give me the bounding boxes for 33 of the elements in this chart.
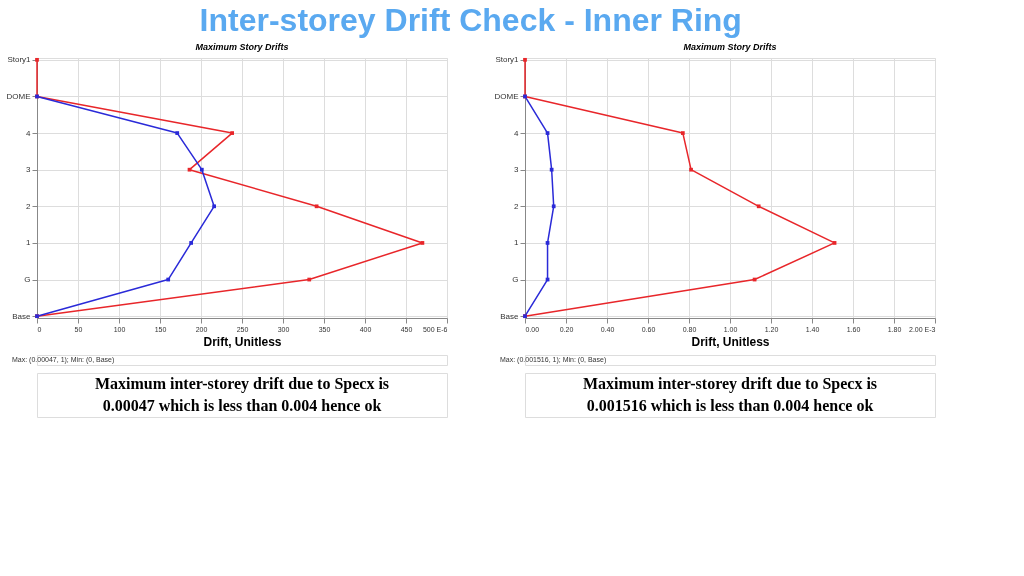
- text: Maximum inter-storey drift due to Specx is 0.00047 which is less than 0.004 hence ok: [94, 375, 390, 414]
- point: [551, 204, 556, 209]
- text: Maximum inter-storey drift due to Specx is 0.001516 which is less than 0.004 hence ok: [582, 375, 878, 414]
- x-axis-title: Drift, Unitless: [691, 334, 770, 349]
- text: Inter-storey Drift Check - Inner Ring: [199, 2, 742, 39]
- y-tick-label: 2: [514, 201, 520, 211]
- point: [212, 204, 216, 209]
- point: [756, 204, 761, 209]
- chart-title: Maximum Story Drifts: [683, 41, 777, 52]
- x-axis-title: Drift, Unitless: [203, 334, 282, 349]
- y-tick-label: 1: [26, 238, 32, 248]
- point: [199, 167, 204, 172]
- y-tick-label: 1: [514, 238, 520, 248]
- y-tick-label: 3: [26, 165, 32, 175]
- y-tick-label: DOME: [6, 91, 31, 101]
- point: [175, 131, 180, 135]
- point: [680, 131, 685, 135]
- point: [230, 131, 235, 135]
- y-tick-label: G: [24, 275, 31, 285]
- y-tick-label: 3: [514, 165, 520, 175]
- point: [189, 241, 194, 245]
- y-tick-label: Story1: [495, 55, 520, 65]
- point: [549, 167, 554, 172]
- y-tick-label: Story1: [7, 55, 32, 65]
- y-tick-label: DOME: [494, 91, 519, 101]
- y-tick-label: Base: [500, 311, 520, 321]
- y-tick-label: G: [512, 275, 519, 285]
- chart-title: Maximum Story Drifts: [195, 41, 289, 52]
- y-tick-label: 2: [26, 201, 32, 211]
- point: [689, 167, 693, 172]
- y-tick-label: 4: [26, 128, 32, 138]
- y-tick-label: Base: [12, 311, 32, 321]
- y-tick-label: 4: [514, 128, 520, 138]
